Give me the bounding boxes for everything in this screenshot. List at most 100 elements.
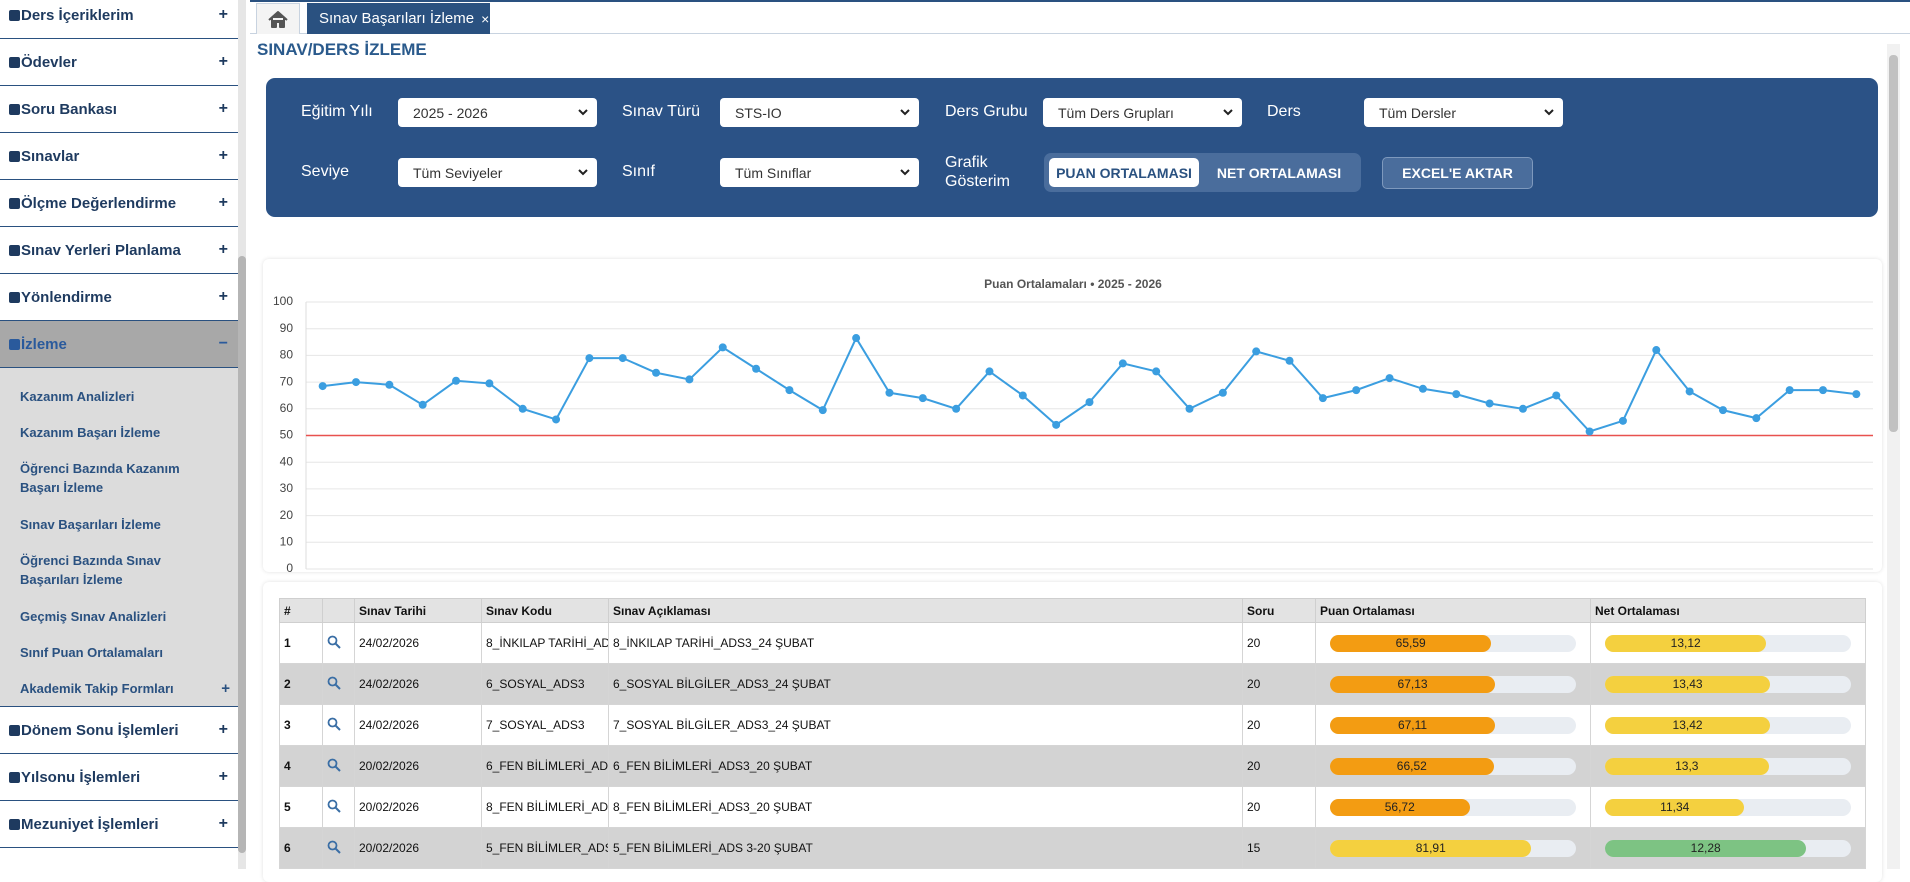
data-point [885, 389, 893, 397]
column-header [323, 599, 355, 623]
submenu-item[interactable]: Sınıf Puan Ortalamaları [0, 634, 238, 670]
menu-item[interactable]: Sınavlar+ [0, 133, 238, 180]
bar-track: 13,42 [1605, 717, 1851, 734]
main-scroll-thumb[interactable] [1889, 55, 1898, 432]
search-icon[interactable] [327, 758, 341, 772]
search-icon[interactable] [327, 799, 341, 813]
exam-code: 6_FEN BİLİMLERİ_AD [482, 746, 609, 787]
search-icon[interactable] [327, 717, 341, 731]
submenu-item[interactable]: Akademik Takip Formları + [0, 670, 238, 706]
data-point [1186, 405, 1194, 413]
filter-select[interactable]: 2025 - 2026 [398, 98, 597, 127]
menu-icon [8, 9, 21, 22]
search-icon[interactable] [327, 676, 341, 690]
submenu-label: Akademik Takip Formları [20, 679, 174, 698]
active-tab[interactable]: Sınav Başarıları İzleme× [307, 3, 490, 34]
chart-mode-button[interactable]: NET ORTALAMASI [1204, 158, 1354, 187]
search-icon[interactable] [327, 635, 341, 649]
tab-bar [250, 0, 1910, 34]
lens [329, 841, 337, 849]
data-point [319, 382, 327, 390]
column-header: Puan Ortalaması [1316, 599, 1591, 623]
menu-item[interactable]: Dönem Sonu İşlemleri + [0, 707, 238, 754]
bar-label: 81,91 [1416, 840, 1446, 857]
y-tick-label: 50 [280, 428, 294, 442]
detail-cell [323, 623, 355, 664]
question-count: 20 [1243, 705, 1316, 746]
data-point [1052, 421, 1060, 429]
menu-toggle[interactable]: + [219, 53, 228, 71]
submenu-label: Öğrenci Bazında Sınav Başarıları İzleme [20, 551, 216, 589]
bar-cell: 13,12 [1591, 623, 1866, 664]
icon-shape [9, 10, 20, 21]
y-tick-label: 70 [280, 374, 294, 388]
submenu-item[interactable]: Öğrenci Bazında Sınav Başarıları İzleme [0, 542, 238, 598]
submenu-item[interactable]: Kazanım Analizleri [0, 378, 238, 414]
submenu-item[interactable]: Kazanım Başarı İzleme [0, 414, 238, 450]
menu-label: Dönem Sonu İşlemleri [21, 722, 179, 739]
exam-code: 5_FEN BİLİMLER_ADS [482, 828, 609, 869]
bar-track: 12,28 [1605, 840, 1851, 857]
handle [336, 766, 341, 771]
menu-item[interactable]: Sınav Yerleri Planlama+ [0, 227, 238, 274]
page-title: SINAV/DERS İZLEME [257, 40, 427, 60]
menu-toggle[interactable]: + [219, 768, 228, 786]
menu-item[interactable]: Mezuniyet İşlemleri+ [0, 801, 238, 848]
filter-label: Seviye [301, 163, 349, 181]
home-tab[interactable] [256, 3, 300, 34]
filter-select[interactable]: Tüm Ders Grupları [1043, 98, 1242, 127]
menu-item[interactable]: Yılsonu İşlemleri+ [0, 754, 238, 801]
select-chevron [899, 107, 911, 117]
menu-item[interactable]: İzleme− [0, 321, 238, 368]
bar-label: 67,11 [1398, 717, 1427, 734]
filter-select[interactable]: STS-IO [720, 98, 919, 127]
submenu-toggle[interactable]: + [221, 679, 230, 698]
submenu-item[interactable]: Geçmiş Sınav Analizleri [0, 598, 238, 634]
menu-item[interactable]: Ders İçeriklerim+ [0, 0, 238, 39]
menu-toggle[interactable]: + [219, 100, 228, 118]
menu-item[interactable]: Ölçme Değerlendirme+ [0, 180, 238, 227]
y-tick-label: 80 [280, 348, 294, 362]
filter-select[interactable]: Tüm Dersler [1364, 98, 1563, 127]
row-number: 1 [280, 623, 323, 664]
table-row: 420/02/20266_FEN BİLİMLERİ_AD6_FEN BİLİM… [280, 746, 1866, 787]
y-tick-label: 10 [280, 534, 294, 548]
menu-item[interactable]: Yönlendirme+ [0, 274, 238, 321]
menu-toggle[interactable]: + [219, 6, 228, 24]
filter-select[interactable]: Tüm Sınıflar [720, 158, 919, 187]
menu-toggle[interactable]: + [219, 194, 228, 212]
data-point [819, 406, 827, 414]
menu-toggle[interactable]: − [219, 335, 228, 353]
menu-item[interactable]: Soru Bankası+ [0, 86, 238, 133]
question-count: 15 [1243, 828, 1316, 869]
search-icon[interactable] [327, 840, 341, 854]
chart: Puan Ortalamaları • 2025 - 2026 01020304… [263, 259, 1882, 572]
export-button[interactable]: EXCEL'E AKTAR [1382, 157, 1533, 189]
filter-label: Ders Grubu [945, 103, 1028, 121]
menu-toggle[interactable]: + [219, 241, 228, 259]
chart-title: Puan Ortalamaları • 2025 - 2026 [984, 277, 1162, 291]
tab-close[interactable]: × [481, 11, 489, 27]
column-header: Sınav Tarihi [355, 599, 482, 623]
select-value: Tüm Dersler [1379, 105, 1456, 121]
menu-item[interactable]: Ödevler+ [0, 39, 238, 86]
exam-description: 5_FEN BİLİMLERİ_ADS 3-20 ŞUBAT [609, 828, 1243, 869]
lens [329, 718, 337, 726]
menu-toggle[interactable]: + [219, 721, 228, 739]
results-table: #Sınav TarihiSınav KoduSınav AçıklamasıS… [279, 598, 1866, 869]
chart-mode-button[interactable]: PUAN ORTALAMASI [1049, 158, 1199, 187]
sidebar-scroll-thumb[interactable] [238, 256, 246, 853]
submenu-item[interactable]: Sınav Başarıları İzleme [0, 506, 238, 542]
filter-select[interactable]: Tüm Seviyeler [398, 158, 597, 187]
icon-shape [9, 104, 20, 115]
y-tick-label: 0 [286, 561, 293, 572]
exam-date: 24/02/2026 [355, 705, 482, 746]
bar-label: 13,42 [1673, 717, 1703, 734]
submenu-item[interactable]: Öğrenci Bazında Kazanım Başarı İzleme [0, 450, 238, 506]
menu-toggle[interactable]: + [219, 815, 228, 833]
menu-toggle[interactable]: + [219, 147, 228, 165]
menu-toggle[interactable]: + [219, 288, 228, 306]
data-point [852, 334, 860, 342]
